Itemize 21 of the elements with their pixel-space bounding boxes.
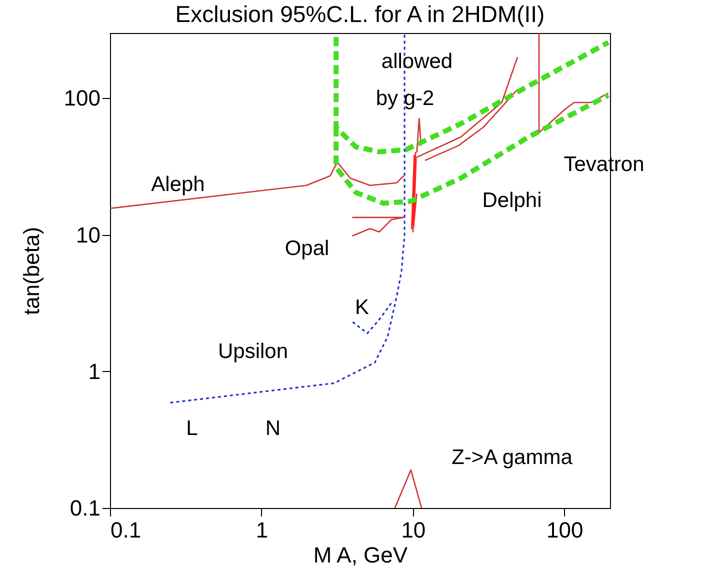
annotation: Upsilon bbox=[218, 340, 288, 363]
annotation: N bbox=[265, 417, 281, 440]
annotation: Aleph bbox=[151, 173, 205, 196]
annotation: Opal bbox=[284, 237, 330, 260]
y-tick-label: 1 bbox=[88, 358, 100, 384]
annotation: by g-2 bbox=[376, 87, 434, 110]
x-axis-title: M A, GeV bbox=[313, 542, 408, 568]
x-tick-label: 0.1 bbox=[110, 518, 142, 542]
y-axis-title: tan(beta) bbox=[18, 226, 44, 316]
x-tick-label: 100 bbox=[546, 518, 584, 542]
y-tick-label: 10 bbox=[76, 222, 100, 248]
annotation: Delphi bbox=[482, 189, 542, 212]
annotation: allowed bbox=[381, 50, 453, 73]
annotation: L bbox=[186, 417, 198, 440]
y-tick-label: 0.1 bbox=[70, 496, 100, 520]
y-tick-label: 100 bbox=[64, 86, 100, 111]
annotation: K bbox=[354, 296, 370, 319]
x-tick-label: 1 bbox=[256, 518, 268, 542]
x-tick-label: 10 bbox=[401, 518, 426, 542]
annotation: Z->A gamma bbox=[452, 446, 573, 469]
chart-title: Exclusion 95%C.L. for A in 2HDM(II) bbox=[175, 1, 545, 27]
